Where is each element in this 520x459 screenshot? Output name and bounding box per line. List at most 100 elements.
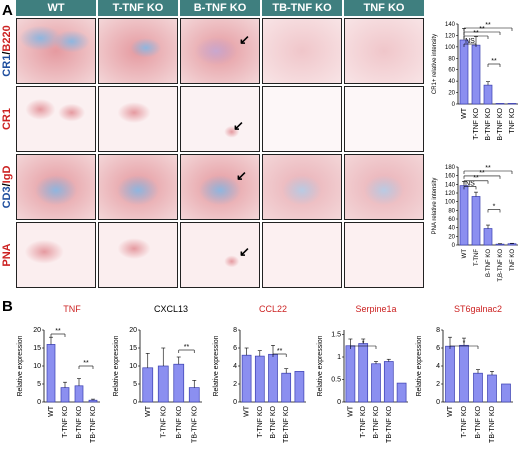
micrograph-image: ↙ (180, 18, 260, 84)
y-axis-label: Relative expression (213, 335, 220, 396)
y-tick-label: 20 (129, 327, 137, 334)
row-label-part: PNA (1, 243, 13, 267)
bar (495, 103, 505, 105)
significance-label: ** (473, 175, 479, 182)
micrograph-image (262, 154, 342, 220)
x-tick-label: TNF KO (509, 107, 516, 133)
y-tick-label: 2 (436, 381, 440, 388)
micrograph-image (344, 86, 424, 152)
arrow-marker-icon: ↙ (239, 244, 250, 259)
y-tick-label: 6 (436, 345, 440, 352)
y-tick-label: 60 (448, 68, 455, 74)
y-tick-label: 0 (133, 399, 137, 406)
y-tick-label: 0 (337, 399, 341, 406)
bar (471, 196, 481, 246)
micrograph-image (16, 154, 96, 220)
x-tick-label: WT (244, 405, 251, 417)
bar (254, 355, 265, 403)
bar (46, 344, 56, 403)
significance-label: * (463, 340, 466, 347)
y-tick-label: 20 (33, 327, 41, 334)
x-tick-label: WT (461, 107, 468, 119)
x-tick-label: TNF KO (510, 249, 516, 271)
x-tick-label: WT (48, 405, 55, 417)
y-tick-label: 0 (37, 399, 41, 406)
x-tick-label: T-TNF KO (62, 405, 69, 437)
micrograph-image (344, 18, 424, 84)
y-tick-label: 15 (33, 345, 41, 352)
x-tick-label: TB-TNF KO (283, 405, 290, 442)
significance-label: ** (479, 26, 485, 33)
chart-title: CXCL13 (154, 304, 188, 314)
x-tick-label: T-TNF KO (461, 405, 468, 437)
micrograph-image (262, 86, 342, 152)
cxcl13-expression-chart: CXCL13 Relative expression 0 5 10 15 20 WT T-TNF… (113, 304, 202, 443)
y-tick-label: 4 (436, 363, 440, 370)
bar (495, 243, 505, 246)
bar (445, 345, 455, 403)
row-label-part: IgD (1, 165, 13, 184)
y-tick-label: 5 (37, 381, 41, 388)
y-tick-label: 15 (129, 345, 137, 352)
bar (345, 345, 356, 403)
micrograph-image (98, 86, 178, 152)
bar (459, 185, 469, 246)
y-axis-label: PNA relative intensity (432, 178, 438, 235)
significance-label: ** (485, 22, 491, 29)
y-tick-label: 180 (445, 165, 456, 171)
bar (507, 103, 517, 105)
row-label-part: CR1 (1, 108, 13, 131)
arrow-marker-icon: ↙ (239, 32, 250, 47)
significance-label: ** (473, 30, 479, 37)
x-tick-label: T-TNF KO (257, 405, 264, 437)
bar (241, 354, 252, 403)
significance-label: ** (277, 348, 283, 355)
micrograph-image (16, 222, 96, 288)
row-label-part: / (1, 51, 13, 55)
x-tick-label: B-TNF KO (176, 405, 183, 438)
significance-label: ** (83, 360, 89, 367)
chart-title: CCL22 (259, 304, 287, 314)
y-tick-label: 80 (448, 208, 455, 214)
bar (371, 363, 381, 403)
chart-title: TNF (63, 304, 81, 314)
y-tick-label: 6 (233, 345, 237, 352)
x-tick-label: TB-TNF KO (489, 405, 496, 442)
chart-title: Serpine1a (355, 304, 396, 314)
y-tick-label: 0 (436, 399, 440, 406)
bar (471, 44, 481, 105)
arrow-marker-icon: ↙ (233, 118, 244, 133)
bar (157, 365, 169, 403)
y-tick-label: 20 (448, 234, 455, 240)
ccl22-expression-chart: CCL22 Relative expression 0 2 4 6 8 WT T-TNF KO B… (213, 304, 306, 443)
bar (173, 363, 185, 403)
bar (281, 372, 292, 403)
row-label-part: B220 (1, 25, 13, 52)
y-tick-label: 10 (129, 363, 137, 370)
y-tick-label: 20 (448, 91, 455, 97)
micrograph-image (344, 222, 424, 288)
cr1-intensity-chart: CR1+ relative intensity 0 20 40 60 80 100 120 14… (432, 22, 518, 140)
significance-label: ** (485, 165, 491, 172)
chart-title: ST6galnac2 (454, 304, 502, 314)
x-tick-label: B-TNF KO (475, 405, 482, 438)
x-tick-label: T-TNF (474, 249, 480, 266)
x-tick-label: WT (447, 405, 454, 417)
y-tick-label: 140 (445, 22, 456, 28)
x-tick-label: TB-TNF KO (191, 405, 198, 442)
x-tick-label: B-TNF KO (373, 405, 380, 438)
y-tick-label: 60 (448, 217, 455, 223)
y-tick-label: 160 (445, 174, 456, 180)
y-tick-label: 0 (233, 399, 237, 406)
y-tick-label: 0 (452, 243, 456, 249)
y-axis-label: Relative expression (317, 335, 324, 396)
y-tick-label: 0 (452, 102, 456, 108)
bar (188, 387, 200, 403)
bar (142, 367, 154, 403)
row-label: CR1 (1, 86, 15, 152)
panel-b-letter: B (2, 298, 13, 315)
bar (459, 39, 469, 105)
significance-label: NS (465, 38, 475, 45)
y-tick-label: 5 (133, 381, 137, 388)
y-tick-label: 100 (445, 200, 456, 206)
